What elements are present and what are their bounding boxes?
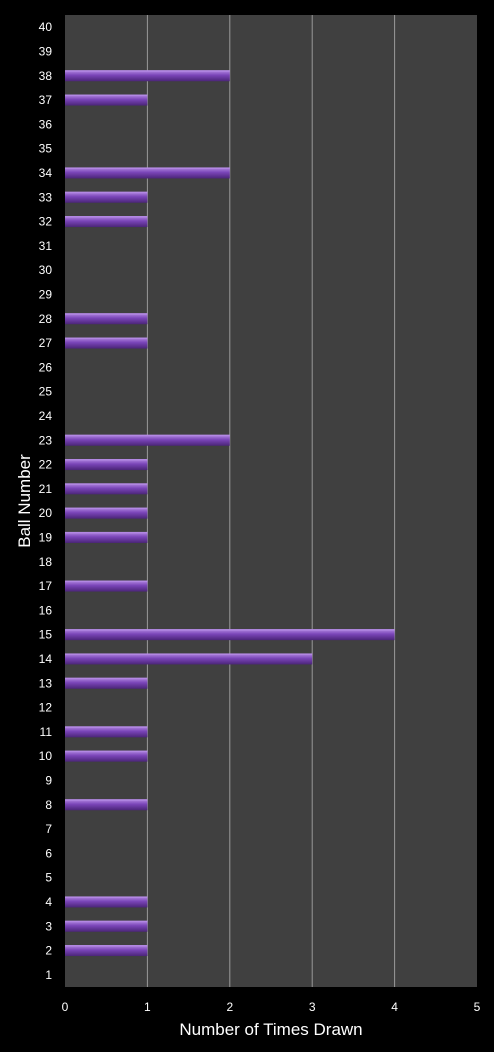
bar [65, 434, 230, 446]
y-tick-label: 2 [45, 944, 52, 958]
y-tick-label: 15 [39, 628, 53, 642]
y-tick-label: 4 [45, 895, 52, 909]
y-tick-label: 14 [39, 652, 53, 666]
y-tick-label: 29 [39, 287, 53, 301]
x-tick-label: 1 [144, 1000, 151, 1014]
y-tick-label: 34 [39, 166, 53, 180]
x-tick-label: 3 [309, 1000, 316, 1014]
bar [65, 726, 148, 738]
bar [65, 483, 148, 495]
bar [65, 750, 148, 762]
bar [65, 70, 230, 82]
y-tick-label: 19 [39, 530, 53, 544]
y-tick-label: 33 [39, 190, 53, 204]
y-tick-label: 6 [45, 846, 52, 860]
y-tick-label: 25 [39, 385, 53, 399]
plot-area [65, 15, 477, 987]
bar [65, 94, 148, 106]
y-tick-label: 30 [39, 263, 53, 277]
bar [65, 920, 148, 932]
y-tick-label: 32 [39, 215, 53, 229]
x-axis-tick-labels: 0 1 2 3 4 5 [62, 1000, 481, 1014]
y-tick-label: 37 [39, 93, 53, 107]
y-tick-label: 27 [39, 336, 53, 350]
y-tick-label: 9 [45, 773, 52, 787]
y-tick-label: 35 [39, 142, 53, 156]
bar [65, 191, 148, 203]
y-tick-label: 18 [39, 555, 53, 569]
x-axis-title: Number of Times Drawn [179, 1020, 362, 1039]
y-tick-label: 36 [39, 117, 53, 131]
bar [65, 216, 148, 228]
bar [65, 580, 148, 592]
bar [65, 459, 148, 471]
x-tick-label: 2 [226, 1000, 233, 1014]
y-tick-label: 31 [39, 239, 53, 253]
y-tick-label: 8 [45, 798, 52, 812]
x-tick-label: 0 [62, 1000, 69, 1014]
y-tick-label: 22 [39, 458, 53, 472]
y-axis-title: Ball Number [15, 454, 34, 548]
y-tick-label: 10 [39, 749, 53, 763]
x-tick-label: 4 [391, 1000, 398, 1014]
y-tick-label: 28 [39, 312, 53, 326]
bar [65, 677, 148, 689]
y-tick-label: 16 [39, 603, 53, 617]
y-tick-label: 11 [40, 725, 53, 739]
bar [65, 167, 230, 179]
y-tick-label: 5 [45, 871, 52, 885]
bars [65, 70, 395, 957]
y-tick-label: 26 [39, 360, 53, 374]
y-tick-label: 7 [45, 822, 52, 836]
bar [65, 629, 395, 641]
y-tick-label: 12 [39, 701, 53, 715]
y-tick-label: 40 [39, 20, 53, 34]
bar [65, 653, 313, 665]
y-tick-label: 3 [45, 919, 52, 933]
x-tick-label: 5 [474, 1000, 481, 1014]
y-tick-label: 1 [45, 968, 52, 982]
y-tick-label: 38 [39, 69, 53, 83]
y-tick-label: 24 [39, 409, 53, 423]
bar [65, 313, 148, 325]
bar [65, 896, 148, 908]
y-axis-tick-labels: 1234567891011121314151617181920212223242… [39, 20, 53, 982]
bar [65, 507, 148, 519]
bar [65, 531, 148, 543]
y-tick-label: 13 [39, 676, 53, 690]
y-tick-label: 39 [39, 44, 53, 58]
y-tick-label: 21 [39, 482, 53, 496]
y-tick-label: 20 [39, 506, 53, 520]
bar [65, 945, 148, 957]
bar [65, 337, 148, 349]
y-tick-label: 23 [39, 433, 53, 447]
bar [65, 799, 148, 811]
y-tick-label: 17 [39, 579, 53, 593]
